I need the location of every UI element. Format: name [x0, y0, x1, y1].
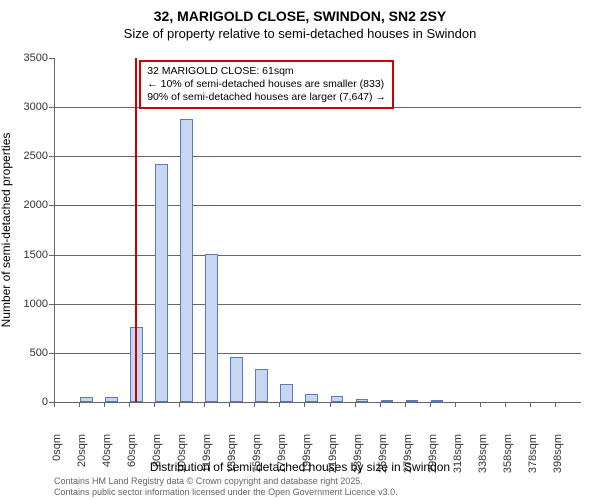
xtick-mark [204, 402, 205, 407]
xtick-label: 0sqm [51, 434, 63, 461]
bar [356, 399, 369, 402]
info-box: 32 MARIGOLD CLOSE: 61sqm ← 10% of semi-d… [139, 60, 394, 109]
page-title: 32, MARIGOLD CLOSE, SWINDON, SN2 2SY [0, 0, 600, 24]
ytick-mark [49, 58, 54, 59]
bar [230, 357, 243, 402]
xtick-mark [154, 402, 155, 407]
xtick-mark [430, 402, 431, 407]
footer-line1: Contains HM Land Registry data © Crown c… [54, 476, 398, 487]
xtick-mark [380, 402, 381, 407]
xtick-mark [480, 402, 481, 407]
bar [406, 400, 419, 402]
bar [331, 396, 344, 402]
bar [80, 397, 93, 402]
xtick-mark [555, 402, 556, 407]
ytick-label: 3000 [12, 101, 48, 113]
xtick-mark [54, 402, 55, 407]
bar [180, 119, 193, 402]
bar [255, 369, 268, 402]
ytick-mark [49, 353, 54, 354]
plot-frame: 32 MARIGOLD CLOSE: 61sqm ← 10% of semi-d… [54, 58, 581, 403]
bar [305, 394, 318, 402]
xtick-mark [330, 402, 331, 407]
bar [280, 384, 293, 402]
xtick-mark [505, 402, 506, 407]
infobox-line3: 90% of semi-detached houses are larger (… [147, 91, 386, 104]
ytick-mark [49, 156, 54, 157]
xtick-mark [279, 402, 280, 407]
xtick-mark [129, 402, 130, 407]
ytick-mark [49, 107, 54, 108]
marker-line [135, 58, 137, 402]
bar [381, 400, 394, 402]
xtick-mark [304, 402, 305, 407]
xtick-mark [229, 402, 230, 407]
ytick-mark [49, 205, 54, 206]
ytick-label: 1500 [12, 249, 48, 261]
ytick-mark [49, 304, 54, 305]
bar [431, 400, 444, 402]
xtick-mark [79, 402, 80, 407]
bars-container [55, 58, 581, 402]
footer-text: Contains HM Land Registry data © Crown c… [54, 476, 398, 498]
ytick-label: 500 [12, 347, 48, 359]
page-subtitle: Size of property relative to semi-detach… [0, 24, 600, 45]
ytick-mark [49, 255, 54, 256]
ytick-label: 2000 [12, 199, 48, 211]
infobox-line1: 32 MARIGOLD CLOSE: 61sqm [147, 65, 386, 78]
xtick-mark [355, 402, 356, 407]
xtick-mark [530, 402, 531, 407]
ytick-label: 2500 [12, 150, 48, 162]
bar [155, 164, 168, 402]
xtick-mark [455, 402, 456, 407]
ytick-label: 0 [12, 396, 48, 408]
xtick-mark [179, 402, 180, 407]
bar [105, 397, 118, 402]
x-axis-label: Distribution of semi-detached houses by … [0, 460, 600, 474]
infobox-line2: ← 10% of semi-detached houses are smalle… [147, 78, 386, 91]
ytick-label: 3500 [12, 52, 48, 64]
chart-area: 32 MARIGOLD CLOSE: 61sqm ← 10% of semi-d… [54, 58, 580, 402]
bar [205, 254, 218, 402]
xtick-mark [104, 402, 105, 407]
xtick-mark [405, 402, 406, 407]
footer-line2: Contains public sector information licen… [54, 487, 398, 498]
ytick-label: 1000 [12, 298, 48, 310]
xtick-mark [254, 402, 255, 407]
